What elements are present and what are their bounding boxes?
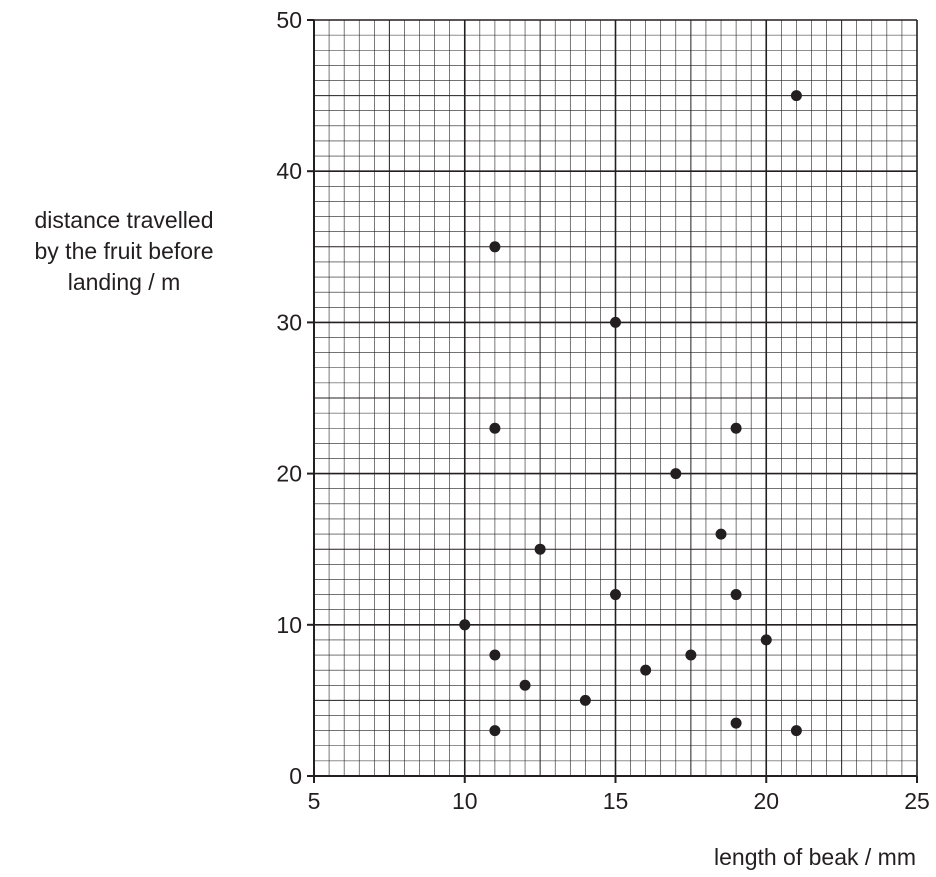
data-point xyxy=(610,316,621,328)
x-tick-label: 15 xyxy=(603,788,629,814)
data-point xyxy=(730,717,742,729)
data-point xyxy=(730,422,742,434)
y-axis-label: distance travelled by the fruit before lan… xyxy=(35,207,214,295)
data-point xyxy=(790,90,802,102)
x-tick-label: 5 xyxy=(308,788,321,814)
data-point xyxy=(790,725,802,737)
x-axis-label: length of beak / mm xyxy=(714,844,916,870)
data-point xyxy=(670,468,682,480)
x-tick-label: 20 xyxy=(753,788,779,814)
y-tick-label: 20 xyxy=(276,461,302,487)
x-tick-label: 25 xyxy=(904,788,930,814)
y-tick-label: 40 xyxy=(276,158,302,184)
data-point xyxy=(640,664,652,676)
data-point xyxy=(760,634,772,646)
y-tick-labels: 0 10 20 30 40 50 xyxy=(276,7,302,789)
axes xyxy=(307,19,918,783)
data-point xyxy=(459,619,471,631)
y-tick-label: 30 xyxy=(276,309,302,335)
data-point xyxy=(534,543,546,555)
y-axis-label-line: by the fruit before xyxy=(35,238,214,264)
x-tick-label: 10 xyxy=(452,788,478,814)
data-point xyxy=(519,679,531,691)
y-axis-label-line: distance travelled xyxy=(35,207,214,233)
data-point xyxy=(489,241,501,253)
data-point xyxy=(730,589,742,601)
x-tick-labels: 5 10 15 20 25 xyxy=(308,788,930,814)
data-point xyxy=(715,528,727,540)
data-points xyxy=(459,90,802,737)
y-tick-label: 0 xyxy=(289,763,302,789)
data-point xyxy=(610,589,621,601)
y-axis-label-line: landing / m xyxy=(68,269,181,295)
y-tick-label: 10 xyxy=(276,612,302,638)
major-grid xyxy=(313,19,918,777)
data-point xyxy=(489,649,501,661)
y-tick-label: 50 xyxy=(276,7,302,33)
data-point xyxy=(579,694,591,706)
data-point xyxy=(685,649,697,661)
data-point xyxy=(489,725,501,737)
data-point xyxy=(489,422,501,434)
